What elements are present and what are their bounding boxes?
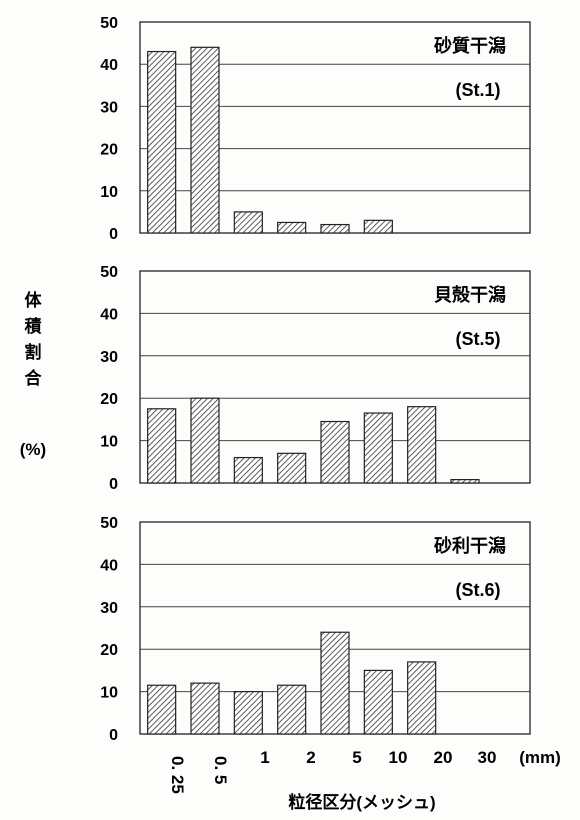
panel-station: (St.5) xyxy=(456,329,501,349)
y-tick-label: 50 xyxy=(100,264,118,281)
bar xyxy=(277,684,307,735)
panels: 0 10 20 30 40 50 砂質干潟 (St.1) 0 10 20 30 40 50 貝殻干潟 (St.… xyxy=(100,15,531,744)
bar xyxy=(277,452,307,484)
x-tick-label: 10 xyxy=(389,748,408,767)
bar xyxy=(363,412,393,484)
y-tick-label: 0 xyxy=(109,727,118,744)
panel-title: 貝殻干潟 xyxy=(434,284,506,305)
x-tick-label: 5 xyxy=(352,748,361,767)
y-tick-label: 20 xyxy=(100,142,118,159)
y-axis-title-char-1: 体 xyxy=(25,290,43,310)
y-tick-label: 40 xyxy=(100,57,118,74)
y-axis-title-char-3: 割 xyxy=(25,342,42,362)
bar xyxy=(320,631,350,735)
bar xyxy=(450,479,480,484)
panel-3: 0 10 20 30 40 50 砂利干潟 (St.6) xyxy=(100,515,531,744)
bar xyxy=(407,406,437,484)
x-tick-label: 0. 5 xyxy=(211,756,230,784)
y-tick-label: 10 xyxy=(100,184,118,201)
x-tick-label: 30 xyxy=(478,748,497,767)
y-tick-label: 0 xyxy=(109,476,118,493)
y-tick-label: 40 xyxy=(100,306,118,323)
bar xyxy=(320,223,350,234)
y-tick-label: 30 xyxy=(100,600,118,617)
bar xyxy=(277,221,307,234)
y-tick-label: 40 xyxy=(100,557,118,574)
bar xyxy=(233,690,263,735)
panel-title: 砂質干潟 xyxy=(434,35,506,56)
bar xyxy=(147,684,177,735)
panel-2: 0 10 20 30 40 50 貝殻干潟 (St.5) xyxy=(100,264,531,493)
panel-1: 0 10 20 30 40 50 砂質干潟 (St.1) xyxy=(100,15,531,243)
x-tick-label: 2 xyxy=(306,748,315,767)
y-tick-label: 50 xyxy=(100,515,118,532)
bar xyxy=(233,456,263,484)
panel-station: (St.6) xyxy=(456,580,501,600)
bar xyxy=(147,408,177,484)
panel-station: (St.1) xyxy=(456,80,501,100)
y-axis-unit: (%) xyxy=(20,440,46,459)
x-axis-ticks: 0. 25 0. 5 1 2 5 10 20 30 (mm) xyxy=(168,748,561,794)
y-tick-label: 0 xyxy=(109,226,118,243)
y-tick-label: 10 xyxy=(100,434,118,451)
y-tick-label: 20 xyxy=(100,391,118,408)
x-axis-title: 粒径区分(メッシュ) xyxy=(288,792,435,812)
bar xyxy=(147,50,177,234)
bar xyxy=(363,219,393,234)
x-tick-label: 1 xyxy=(260,748,269,767)
bar xyxy=(407,661,437,735)
y-axis-title-char-4: 合 xyxy=(25,368,43,388)
y-tick-label: 10 xyxy=(100,685,118,702)
x-tick-label: 20 xyxy=(434,748,453,767)
y-axis-title: 体 積 割 合 (%) xyxy=(20,290,46,459)
y-axis-title-char-2: 積 xyxy=(25,316,43,336)
bar xyxy=(190,46,220,234)
x-axis-unit: (mm) xyxy=(519,748,561,767)
y-tick-label: 50 xyxy=(100,15,118,32)
x-tick-label: 0. 25 xyxy=(168,756,187,794)
bar xyxy=(233,211,263,234)
bar xyxy=(190,682,220,735)
bar xyxy=(320,420,350,484)
y-tick-label: 30 xyxy=(100,99,118,116)
panel-title: 砂利干潟 xyxy=(434,535,506,556)
bar xyxy=(190,397,220,484)
bar xyxy=(363,669,393,735)
y-tick-label: 30 xyxy=(100,349,118,366)
y-tick-label: 20 xyxy=(100,642,118,659)
